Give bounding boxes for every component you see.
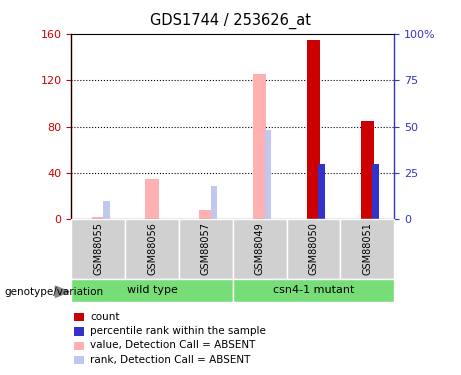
- Bar: [265, 130, 271, 219]
- Text: GDS1744 / 253626_at: GDS1744 / 253626_at: [150, 13, 311, 29]
- Text: csn4-1 mutant: csn4-1 mutant: [273, 285, 354, 295]
- Text: GSM88056: GSM88056: [147, 222, 157, 275]
- Bar: [103, 201, 110, 219]
- Bar: [318, 164, 325, 219]
- Bar: [145, 179, 159, 219]
- Bar: [71, 219, 125, 279]
- Bar: [307, 39, 320, 219]
- Bar: [233, 219, 287, 279]
- Bar: [199, 210, 213, 219]
- Text: value, Detection Call = ABSENT: value, Detection Call = ABSENT: [90, 340, 255, 350]
- Text: count: count: [90, 312, 119, 322]
- Bar: [125, 219, 179, 279]
- Bar: [233, 279, 394, 302]
- Text: percentile rank within the sample: percentile rank within the sample: [90, 326, 266, 336]
- Text: GSM88051: GSM88051: [362, 222, 372, 275]
- Polygon shape: [55, 286, 69, 297]
- Text: rank, Detection Call = ABSENT: rank, Detection Call = ABSENT: [90, 355, 250, 364]
- Bar: [340, 219, 394, 279]
- Text: wild type: wild type: [127, 285, 177, 295]
- Text: genotype/variation: genotype/variation: [5, 287, 104, 297]
- Bar: [92, 217, 105, 219]
- Bar: [71, 279, 233, 302]
- Bar: [372, 164, 378, 219]
- Bar: [211, 186, 217, 219]
- Bar: [179, 219, 233, 279]
- Text: GSM88057: GSM88057: [201, 222, 211, 275]
- Text: GSM88050: GSM88050: [308, 222, 319, 275]
- Bar: [253, 74, 266, 219]
- Bar: [287, 219, 340, 279]
- Bar: [361, 121, 374, 219]
- Text: GSM88049: GSM88049: [254, 222, 265, 275]
- Text: GSM88055: GSM88055: [93, 222, 103, 275]
